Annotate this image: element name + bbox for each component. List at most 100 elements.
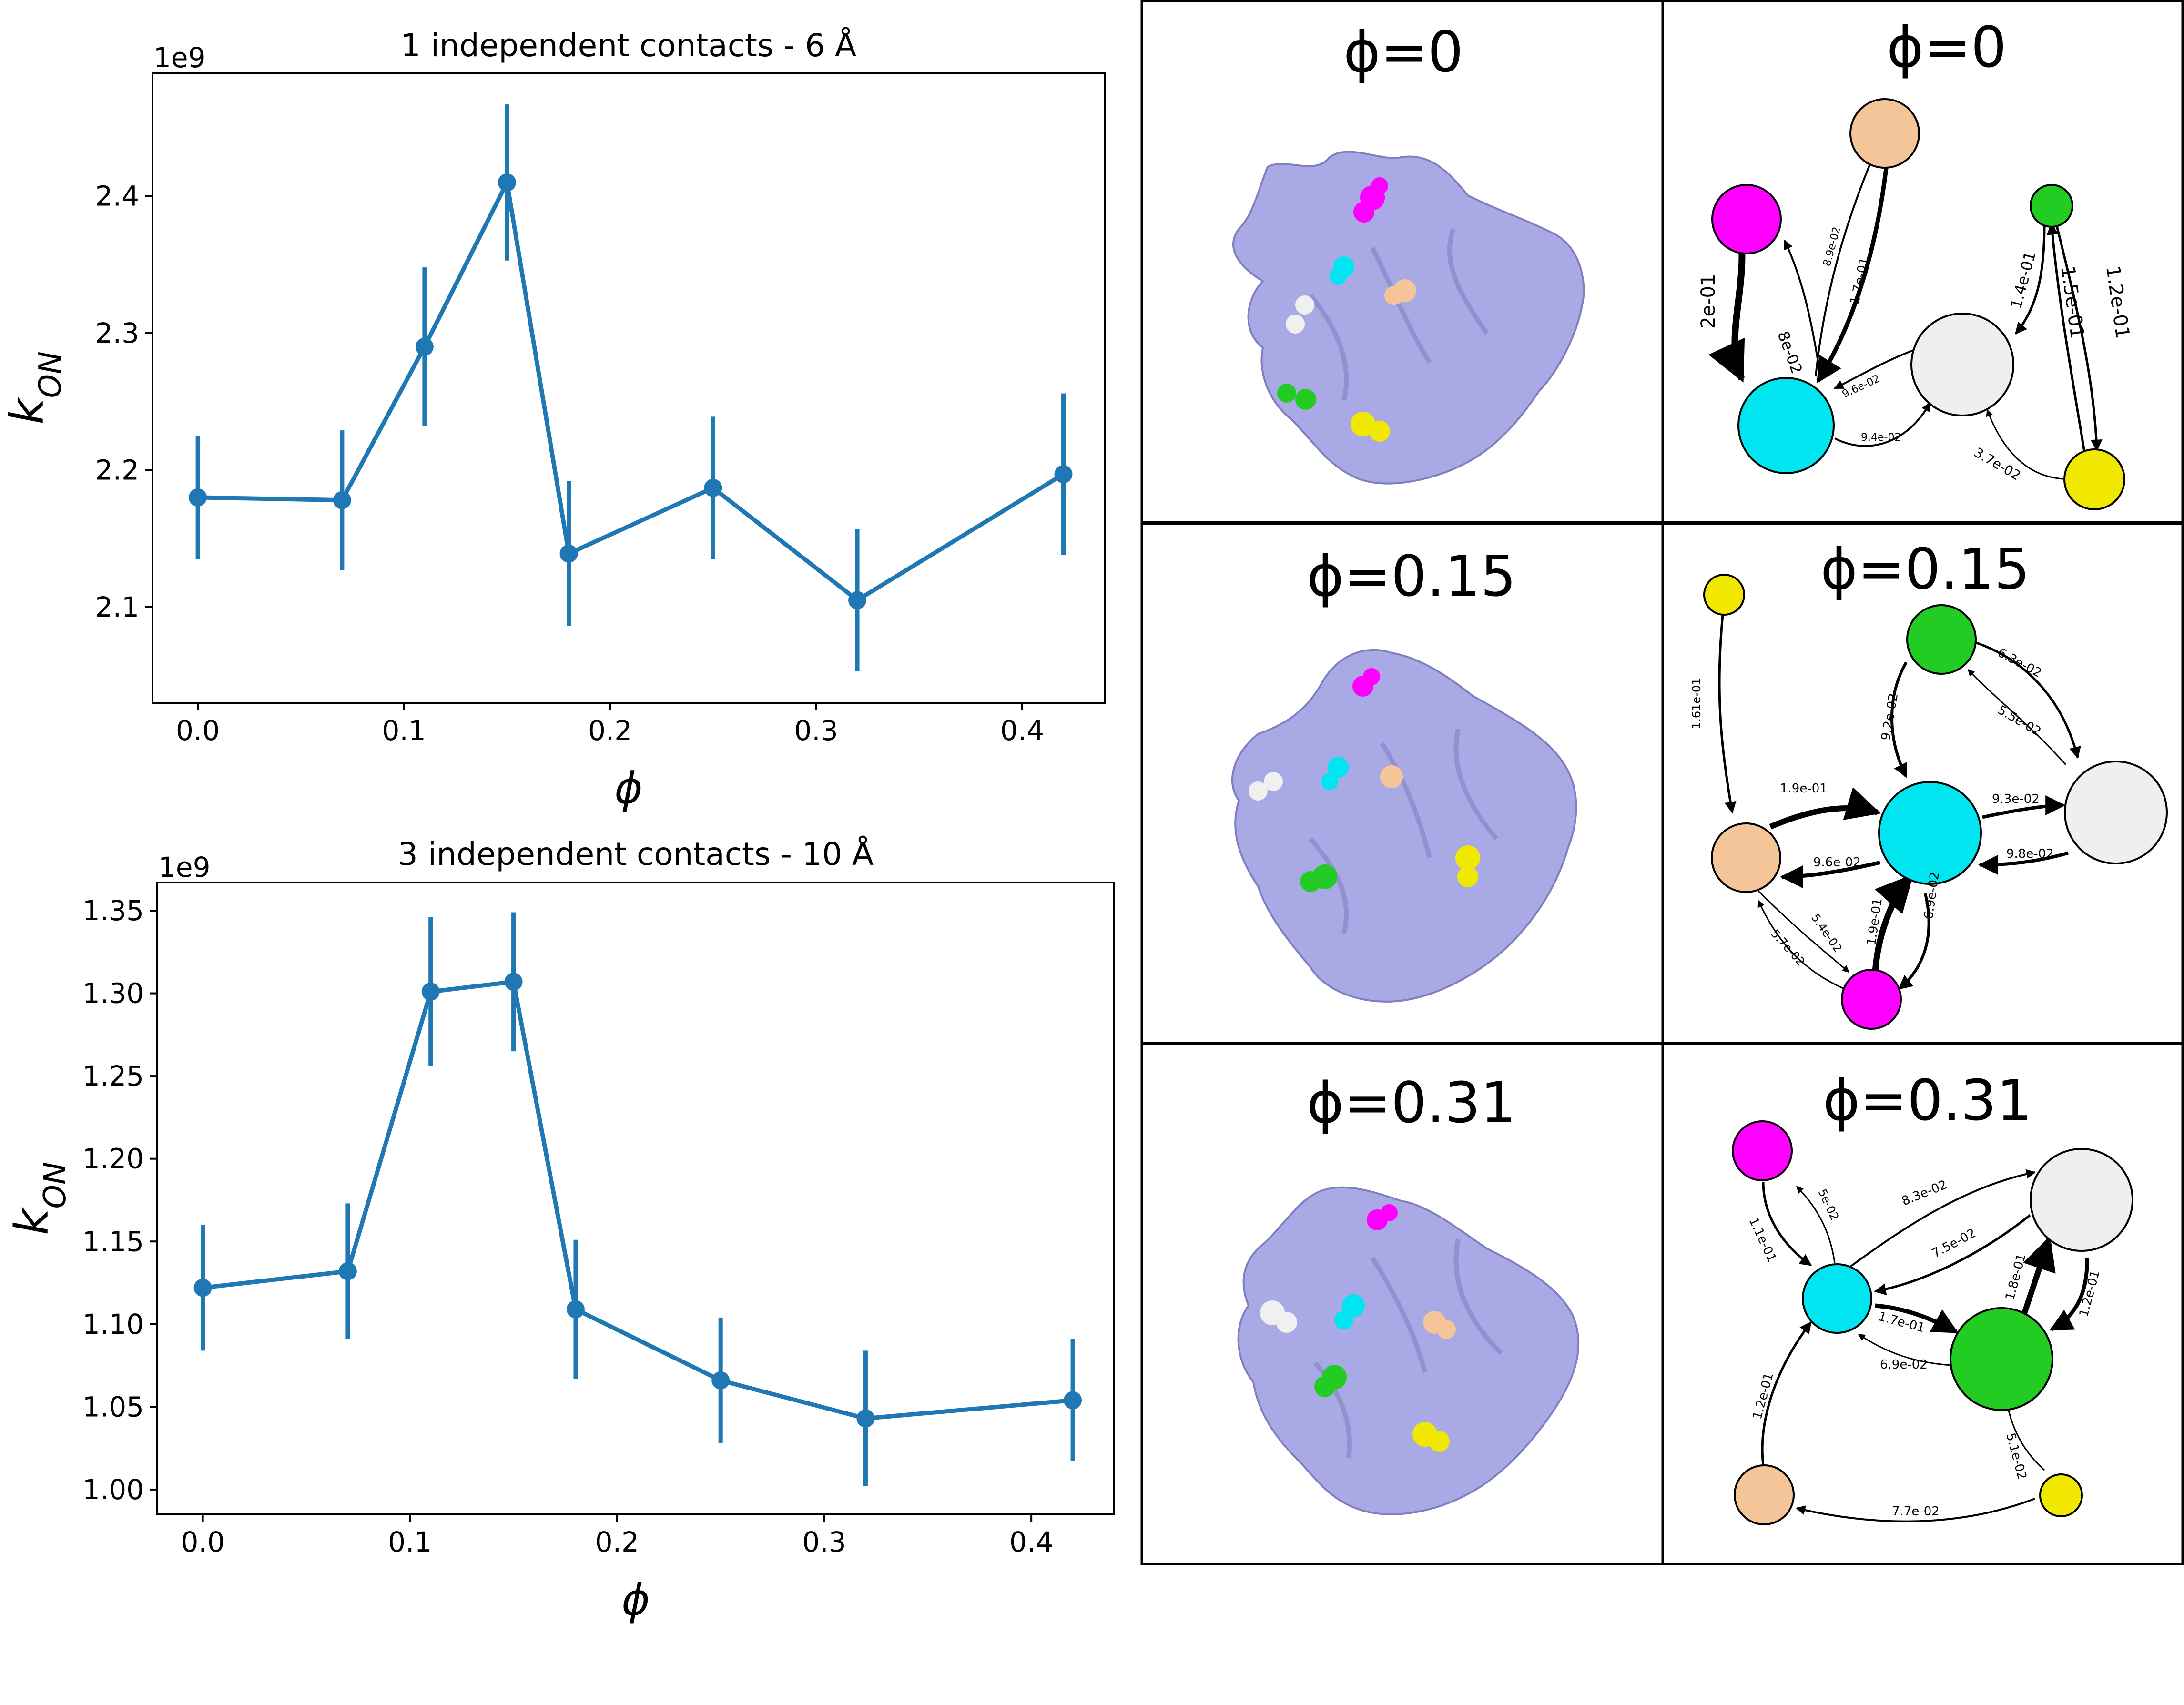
network-edge (1978, 851, 2069, 875)
edge-label: 3.7e-02 (1971, 444, 2024, 483)
state-network-phi-0.31: 1.1e-01 5e-02 8.3e-02 7.5e-02 1.7e-01 6.… (1732, 1120, 2133, 1525)
state-node-cyan (1878, 781, 1982, 885)
network-edge (1834, 349, 1914, 389)
edge-label: 7.7e-02 (1892, 1504, 1940, 1519)
protein-structure-phi-0 (1232, 151, 1585, 485)
network-edge (1848, 1169, 2036, 1269)
network-edge (2015, 223, 2046, 335)
data-point (559, 544, 578, 563)
panel-title-network-15: ϕ=0.15 (1820, 536, 2030, 602)
edge-label: 5.1e-02 (2003, 1431, 2029, 1481)
state-node-white (2064, 761, 2168, 864)
network-edge (1967, 669, 2067, 765)
edge-label: 1.9e-01 (1780, 781, 1828, 796)
data-point (189, 488, 207, 507)
state-node-green (1906, 604, 1977, 675)
data-point (848, 591, 867, 609)
network-edge (1769, 787, 1881, 830)
network-edge (1761, 1321, 1812, 1466)
edge-label: 1.7e-01 (1848, 256, 1872, 306)
network-edge (1757, 900, 1845, 990)
edge-label: 6.3e-02 (1995, 646, 2044, 680)
state-node-green (1950, 1307, 2053, 1411)
network-edge (1796, 1186, 1836, 1263)
x-tick-label: 0.4 (1000, 714, 1044, 747)
edge-label: 1.8e-01 (2003, 1252, 2029, 1302)
state-node-peach (1734, 1464, 1795, 1525)
network-edge (1898, 893, 1930, 990)
network-edge (1890, 661, 1908, 778)
y-scale-label: 1e9 (153, 41, 206, 74)
data-point (704, 478, 722, 497)
panel-title-network-31: ϕ=0.31 (1823, 1067, 2032, 1133)
edge-label: 1.2e-01 (2102, 264, 2133, 340)
data-point (333, 491, 351, 509)
edge-label: 9.6e-02 (1813, 855, 1861, 870)
edge-label: 5.5e-02 (1995, 703, 2043, 739)
edge-label: 5.4e-02 (1808, 911, 1845, 955)
network-edge (1784, 240, 1821, 377)
edge-label: 9.4e-02 (1861, 432, 1901, 444)
network-edge (2055, 223, 2103, 452)
state-node-magenta (1711, 184, 1782, 254)
edge-label: 8.3e-02 (1900, 1177, 1949, 1208)
network-edge (1986, 409, 2064, 480)
network-edge (1718, 614, 1737, 814)
state-node-cyan (1802, 1263, 1872, 1334)
panel-title-structure-15: ϕ=0.15 (1307, 543, 1516, 609)
protein-structure-phi-0.31 (1237, 1186, 1580, 1515)
data-point (1054, 465, 1073, 484)
panel-title-network-0: ϕ=0 (1887, 14, 2007, 80)
state-node-magenta (1841, 969, 1902, 1030)
network-edge (1780, 861, 1880, 888)
network-edge (1757, 890, 1850, 973)
x-tick-label: 0.2 (588, 714, 632, 747)
state-node-peach (1849, 98, 1920, 169)
edge-label: 2e-01 (1697, 274, 1719, 329)
edge-label: 6.9e-02 (1880, 1358, 1928, 1372)
network-edge (2018, 1236, 2056, 1326)
edge-label: 9.8e-02 (2006, 847, 2054, 861)
network-edge (1872, 874, 1914, 973)
network-edge (1858, 1333, 1952, 1366)
network-edge (1816, 159, 1889, 384)
network-edge (1762, 1181, 1812, 1267)
protein-structure-phi-0.15 (1231, 649, 1577, 1003)
state-network-phi-0.15: 1.61e-01 9.2e-02 6.3e-02 5.5e-02 1.9e-01… (1690, 574, 2168, 1030)
network-edge (1970, 639, 2081, 759)
y-tick-label: 2.3 (95, 317, 139, 349)
x-tick-label: 0.1 (382, 714, 426, 747)
panel-title-structure-31: ϕ=0.31 (1307, 1070, 1516, 1136)
y-tick-label: 2.2 (95, 454, 139, 486)
edge-label: 8.9e-02 (1821, 225, 1843, 267)
state-node-green (2030, 184, 2073, 228)
network-edge (1708, 247, 1746, 383)
x-tick-label: 0.0 (176, 714, 220, 747)
state-node-cyan (1737, 377, 1835, 474)
state-node-magenta (1732, 1120, 1793, 1181)
edge-label: 5.7e-02 (1768, 927, 1808, 968)
network-edge (1875, 1303, 1959, 1334)
edge-label: 9.3e-02 (1992, 792, 2040, 806)
edge-label: 9.6e-02 (1840, 373, 1882, 400)
x-axis-label: ϕ (614, 763, 642, 813)
state-node-white (2030, 1148, 2133, 1252)
state-node-white (1910, 313, 2014, 416)
network-edge (1982, 795, 2066, 819)
network-edge (1874, 1214, 2031, 1296)
state-node-peach (1711, 822, 1781, 893)
panel-grid-lines (1140, 0, 2184, 1565)
y-axis-label: kON (0, 351, 68, 425)
network-edge (1815, 156, 1874, 377)
x-tick-label: 0.3 (794, 714, 838, 747)
panel-title-structure-0: ϕ=0 (1343, 19, 1463, 85)
series-line (198, 180, 1065, 602)
axes-frame (152, 72, 1106, 704)
chart-title: 1 independent contacts - 6 Å (401, 27, 856, 64)
network-edge (2049, 1258, 2089, 1331)
state-node-yellow (2039, 1473, 2083, 1517)
network-edge (1834, 402, 1931, 447)
data-point (415, 337, 434, 356)
y-tick-label: 2.1 (95, 591, 139, 623)
